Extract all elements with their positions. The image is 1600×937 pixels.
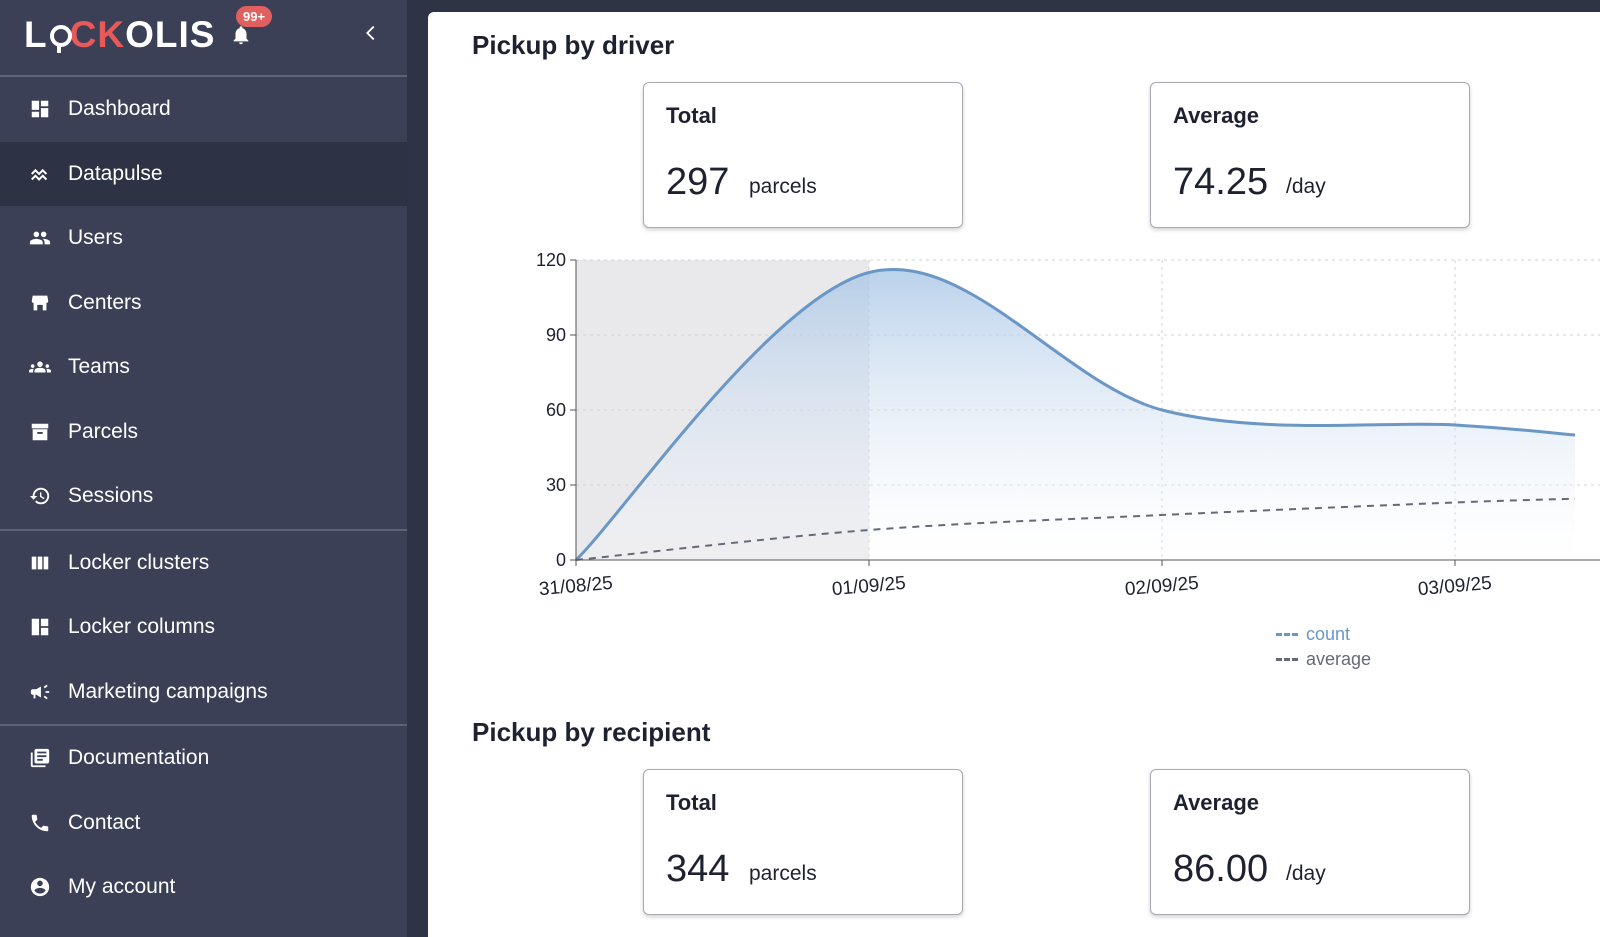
- card-label: Total: [666, 790, 717, 815]
- card-value: 344: [666, 848, 730, 890]
- card-unit: /day: [1286, 862, 1326, 885]
- sidebar-item-label: Locker columns: [68, 615, 216, 639]
- average-series-line: [575, 497, 1576, 561]
- count-area: [576, 269, 1575, 560]
- y-tick-label: 120: [536, 250, 566, 270]
- card-label: Total: [666, 103, 717, 128]
- card-value: 297: [666, 161, 730, 203]
- history-icon: [28, 484, 52, 508]
- sidebar-nav: Dashboard Datapulse Users Centers Teams Parce…: [0, 77, 407, 920]
- pickup-driver-chart: 0 30 60 90 120 31/08/25 01/09/25 02/09/25 03/09/…: [536, 250, 1600, 600]
- docs-icon: [28, 746, 52, 770]
- card-value: 74.25: [1173, 161, 1269, 203]
- sidebar-item-contact[interactable]: Contact: [0, 791, 407, 856]
- legend-item-average[interactable]: average: [1276, 647, 1371, 672]
- sidebar-item-datapulse[interactable]: Datapulse: [0, 141, 407, 206]
- sidebar-item-sessions[interactable]: Sessions: [0, 464, 407, 529]
- driver-total-card: Total 297 parcels: [643, 82, 963, 228]
- brand-logo[interactable]: L CKOLIS: [24, 14, 216, 55]
- section-title-recipient: Pickup by recipient: [472, 717, 711, 747]
- y-tick-label: 30: [546, 475, 566, 495]
- account-icon: [28, 875, 52, 899]
- y-tick-label: 60: [546, 400, 566, 420]
- dashboard-icon: [28, 97, 52, 121]
- x-tick-label: 31/08/25: [538, 573, 614, 600]
- count-series-line: [574, 268, 1576, 562]
- archive-icon: [28, 420, 52, 444]
- bell-icon[interactable]: [230, 24, 252, 46]
- driver-average-card: Average 74.25 /day: [1150, 82, 1470, 228]
- sidebar-item-label: Centers: [68, 290, 142, 314]
- teams-icon: [28, 355, 52, 379]
- legend-swatch: [1276, 658, 1298, 661]
- nav-group: Locker clusters Locker columns Marketing c…: [0, 531, 407, 726]
- store-icon: [28, 291, 52, 315]
- sidebar-item-label: Datapulse: [68, 161, 163, 185]
- locker-column-icon: [28, 615, 52, 639]
- sidebar-item-label: My account: [68, 875, 176, 899]
- main-content: Pickup by driver Total 297 parcels Avera…: [428, 12, 1600, 937]
- sidebar-item-users[interactable]: Users: [0, 206, 407, 271]
- location-pin-icon: [48, 19, 72, 53]
- sidebar-item-label: Documentation: [68, 746, 210, 770]
- legend-item-count[interactable]: count: [1276, 622, 1371, 647]
- x-tick-label: 01/09/25: [831, 573, 907, 600]
- sidebar-item-locker-columns[interactable]: Locker columns: [0, 595, 407, 660]
- card-unit: parcels: [749, 862, 817, 885]
- collapse-sidebar-icon[interactable]: [360, 22, 382, 44]
- card-label: Average: [1173, 103, 1260, 128]
- card-unit: parcels: [749, 175, 817, 198]
- sidebar: L CKOLIS 99+ Dashboard Datapulse Users Cente…: [0, 0, 407, 937]
- sidebar-item-locker-clusters[interactable]: Locker clusters: [0, 531, 407, 596]
- nav-group: Documentation Contact My account: [0, 726, 407, 920]
- sidebar-item-teams[interactable]: Teams: [0, 335, 407, 400]
- sidebar-item-label: Parcels: [68, 419, 139, 443]
- section-title-driver: Pickup by driver: [472, 30, 675, 60]
- chart-legend: count average: [1276, 622, 1371, 672]
- x-tick-label: 03/09/25: [1417, 573, 1493, 600]
- y-tick-label: 0: [556, 550, 566, 570]
- pulse-icon: [28, 162, 52, 186]
- sidebar-item-label: Locker clusters: [68, 550, 210, 574]
- card-label: Average: [1173, 790, 1260, 815]
- legend-swatch: [1276, 633, 1298, 636]
- legend-label: count: [1306, 624, 1351, 644]
- card-value: 86.00: [1173, 848, 1269, 890]
- sidebar-item-label: Contact: [68, 810, 141, 834]
- sidebar-item-label: Teams: [68, 355, 130, 379]
- sidebar-item-label: Users: [68, 226, 123, 250]
- sidebar-item-centers[interactable]: Centers: [0, 271, 407, 336]
- sidebar-header: L CKOLIS 99+: [0, 0, 407, 77]
- sidebar-item-label: Marketing campaigns: [68, 679, 268, 703]
- sidebar-item-dashboard[interactable]: Dashboard: [0, 77, 407, 142]
- recipient-total-card: Total 344 parcels: [643, 769, 963, 915]
- sidebar-item-marketing-campaigns[interactable]: Marketing campaigns: [0, 660, 407, 725]
- users-icon: [28, 226, 52, 250]
- x-tick-label: 02/09/25: [1124, 573, 1200, 600]
- sidebar-item-parcels[interactable]: Parcels: [0, 400, 407, 465]
- card-unit: /day: [1286, 175, 1326, 198]
- megaphone-icon: [28, 680, 52, 704]
- sidebar-item-label: Sessions: [68, 484, 154, 508]
- legend-label: average: [1306, 649, 1372, 669]
- nav-group: Dashboard Datapulse Users Centers Teams Parce…: [0, 77, 407, 531]
- sidebar-item-my-account[interactable]: My account: [0, 855, 407, 920]
- sidebar-item-label: Dashboard: [68, 97, 171, 121]
- recipient-average-card: Average 86.00 /day: [1150, 769, 1470, 915]
- notification-badge[interactable]: 99+: [236, 6, 273, 27]
- y-tick-label: 90: [546, 325, 566, 345]
- phone-icon: [28, 811, 52, 835]
- sidebar-item-documentation[interactable]: Documentation: [0, 726, 407, 791]
- columns-icon: [28, 551, 52, 575]
